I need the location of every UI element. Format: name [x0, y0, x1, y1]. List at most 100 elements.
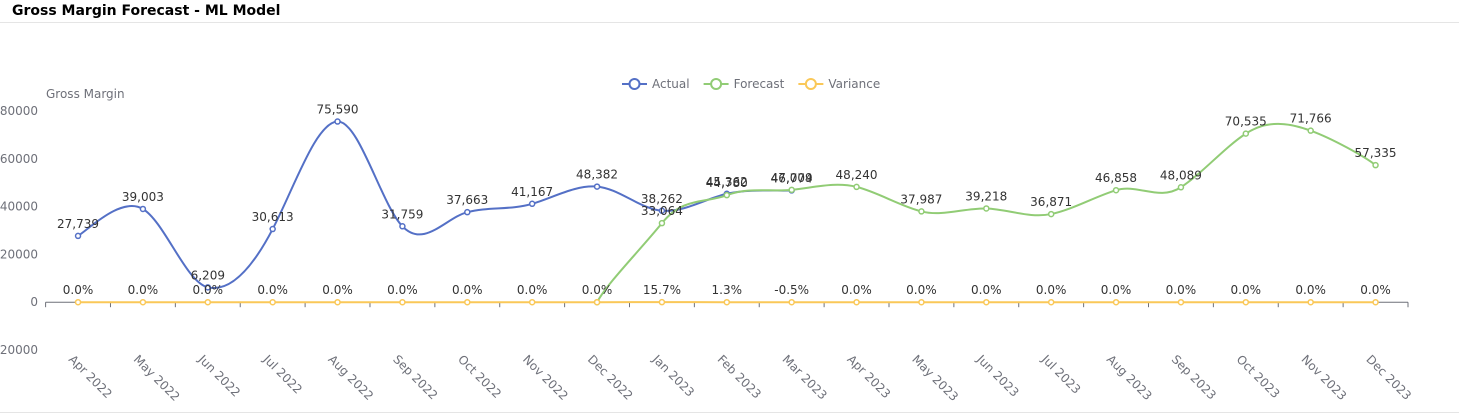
- data-label: 75,590: [317, 103, 359, 117]
- data-label: 44,780: [706, 176, 748, 190]
- x-tick-label: Aug 2022: [325, 352, 376, 403]
- data-point: [139, 205, 147, 213]
- data-label: 31,759: [381, 207, 423, 221]
- data-label: 57,335: [1355, 146, 1397, 160]
- data-point: [399, 298, 406, 306]
- data-label: 71,766: [1290, 112, 1332, 126]
- data-point: [1242, 130, 1250, 137]
- data-point: [204, 284, 212, 291]
- data-point: [1372, 161, 1379, 169]
- x-tick-label: May 2023: [909, 352, 961, 404]
- data-label: 0.0%: [841, 283, 872, 297]
- data-label: 0.0%: [1360, 283, 1391, 297]
- data-label: 33,064: [641, 204, 683, 218]
- data-label: 48,089: [1160, 168, 1202, 182]
- data-point: [593, 298, 601, 306]
- y-tick-label: 20000: [0, 247, 38, 261]
- data-label: 41,167: [511, 185, 553, 199]
- data-label: 70,535: [1225, 115, 1267, 129]
- data-point: [983, 205, 990, 212]
- data-label: 48,240: [836, 168, 878, 182]
- data-point: [528, 298, 536, 306]
- legend-label: Forecast: [734, 77, 785, 91]
- x-tick-label: Jan 2023: [649, 352, 697, 400]
- x-tick-label: Nov 2022: [520, 352, 571, 403]
- data-point: [658, 298, 666, 306]
- data-label: 37,663: [446, 193, 488, 207]
- data-point: [658, 207, 666, 215]
- data-label: 0.0%: [257, 283, 288, 297]
- legend-marker: [628, 78, 641, 90]
- x-tick-label: Jun 2023: [973, 352, 1021, 400]
- x-tick-label: Dec 2023: [1363, 352, 1414, 403]
- data-point: [74, 232, 82, 240]
- x-tick-label: Aug 2023: [1104, 352, 1155, 403]
- data-point: [269, 225, 276, 233]
- data-point: [918, 208, 925, 215]
- data-label: 1.3%: [712, 283, 743, 297]
- data-point: [1307, 127, 1314, 134]
- data-label: 6,209: [191, 268, 225, 282]
- data-point: [528, 200, 536, 208]
- legend-label: Actual: [652, 77, 690, 91]
- data-label: 0.0%: [128, 283, 159, 297]
- data-point: [1177, 298, 1185, 306]
- data-point: [723, 298, 731, 306]
- data-point: [399, 223, 406, 230]
- data-point: [334, 118, 341, 125]
- data-label: 47,009: [771, 171, 813, 185]
- data-label: 0.0%: [1295, 283, 1326, 297]
- data-label: 39,218: [965, 189, 1007, 203]
- x-tick-label: Sep 2022: [390, 352, 440, 402]
- data-point: [1047, 298, 1055, 306]
- x-tick-label: May 2022: [131, 352, 183, 404]
- y-tick-label: 60000: [0, 152, 38, 166]
- x-tick-label: Mar 2023: [780, 352, 830, 402]
- chart-title: Gross Margin Forecast - ML Model: [12, 3, 280, 19]
- data-point: [1307, 298, 1314, 306]
- data-label: 39,003: [122, 190, 164, 204]
- data-label: 0.0%: [193, 283, 224, 297]
- data-point: [269, 298, 276, 306]
- data-point: [1112, 186, 1120, 194]
- y-tick-label: -20000: [0, 343, 38, 357]
- data-point: [1047, 210, 1055, 218]
- y-axis-title: Gross Margin: [46, 87, 125, 101]
- data-label: 36,871: [1030, 195, 1072, 209]
- data-label: 0.0%: [452, 283, 483, 297]
- x-tick-label: Dec 2022: [585, 352, 636, 403]
- data-label: 0.0%: [1231, 283, 1262, 297]
- data-label: 0.0%: [1166, 283, 1197, 297]
- data-label: 45,362: [706, 175, 748, 189]
- data-label: 46,774: [771, 171, 813, 185]
- x-tick-label: Jul 2023: [1038, 352, 1083, 397]
- data-point: [1112, 298, 1120, 306]
- data-point: [593, 183, 601, 190]
- y-tick-label: 0: [30, 295, 38, 309]
- data-label: 0.0%: [517, 283, 548, 297]
- data-point: [723, 191, 731, 199]
- data-point: [983, 298, 990, 306]
- data-point: [334, 298, 341, 306]
- x-tick-label: Feb 2023: [715, 352, 764, 401]
- data-point: [74, 298, 82, 306]
- data-label: 37,987: [900, 192, 942, 206]
- data-point: [1372, 298, 1379, 306]
- data-point: [853, 183, 860, 191]
- data-label: 0.0%: [1101, 283, 1132, 297]
- x-tick-label: Apr 2023: [844, 352, 893, 401]
- data-point: [1177, 184, 1185, 191]
- data-label: 0.0%: [387, 283, 418, 297]
- data-label: 0.0%: [322, 283, 353, 297]
- series-line: [596, 122, 1377, 303]
- data-label: 38,262: [641, 192, 683, 206]
- legend-marker: [710, 78, 723, 90]
- data-label: 27,739: [57, 217, 99, 231]
- x-tick-label: Apr 2022: [66, 352, 115, 401]
- data-point: [1242, 298, 1250, 306]
- data-label: 0.0%: [971, 283, 1002, 297]
- data-point: [464, 208, 471, 216]
- legend-marker: [804, 78, 817, 90]
- data-point: [658, 219, 666, 227]
